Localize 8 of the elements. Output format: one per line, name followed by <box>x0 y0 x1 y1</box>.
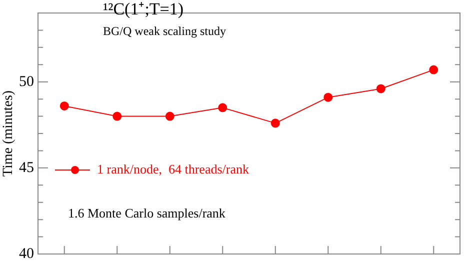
y-axis-title: Time (minutes) <box>1 90 16 177</box>
legend-label: 1 rank/node, 64 threads/rank <box>97 161 250 176</box>
y-tick-label: 50 <box>19 74 34 90</box>
y-tick-label: 45 <box>19 160 34 176</box>
annotation: 1.6 Monte Carlo samples/rank <box>68 205 226 220</box>
annotation: BG/Q weak scaling study <box>103 24 226 38</box>
y-tick-label: 40 <box>19 246 34 262</box>
annotation: ¹²C(1⁺;T=1) <box>103 0 184 18</box>
